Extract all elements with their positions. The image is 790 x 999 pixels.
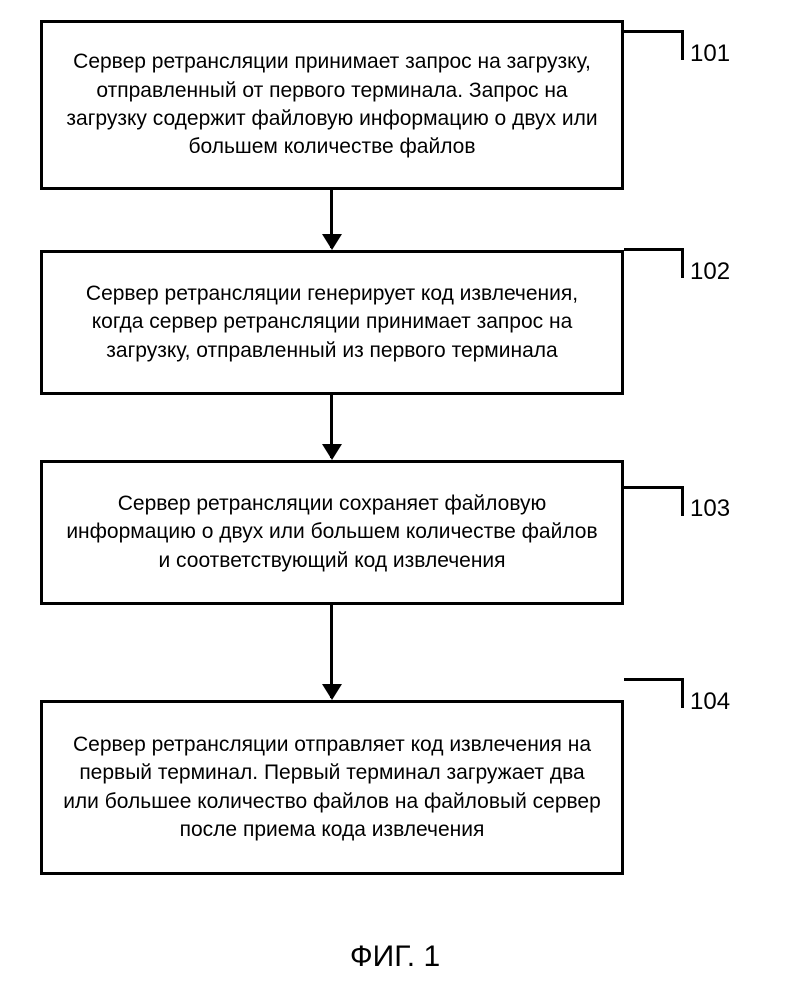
callout-104: [624, 678, 684, 708]
step-box-104: Сервер ретрансляции отправляет код извле…: [40, 700, 624, 875]
step-text-102: Сервер ретрансляции генерирует код извле…: [61, 280, 603, 365]
step-box-103: Сервер ретрансляции сохраняет файловую и…: [40, 460, 624, 605]
step-label-104: 104: [690, 688, 730, 716]
figure-caption: ФИГ. 1: [350, 940, 440, 974]
arrow-3: [330, 605, 333, 698]
step-text-103: Сервер ретрансляции сохраняет файловую и…: [61, 490, 603, 575]
step-label-101: 101: [690, 40, 730, 68]
callout-101: [624, 30, 684, 60]
step-box-102: Сервер ретрансляции генерирует код извле…: [40, 250, 624, 395]
step-text-101: Сервер ретрансляции принимает запрос на …: [61, 48, 603, 161]
step-box-101: Сервер ретрансляции принимает запрос на …: [40, 20, 624, 190]
arrow-1: [330, 190, 333, 248]
step-text-104: Сервер ретрансляции отправляет код извле…: [61, 731, 603, 844]
flowchart-container: Сервер ретрансляции принимает запрос на …: [0, 0, 790, 999]
callout-103: [624, 486, 684, 516]
callout-102: [624, 248, 684, 278]
arrow-2: [330, 395, 333, 458]
step-label-103: 103: [690, 495, 730, 523]
step-label-102: 102: [690, 258, 730, 286]
